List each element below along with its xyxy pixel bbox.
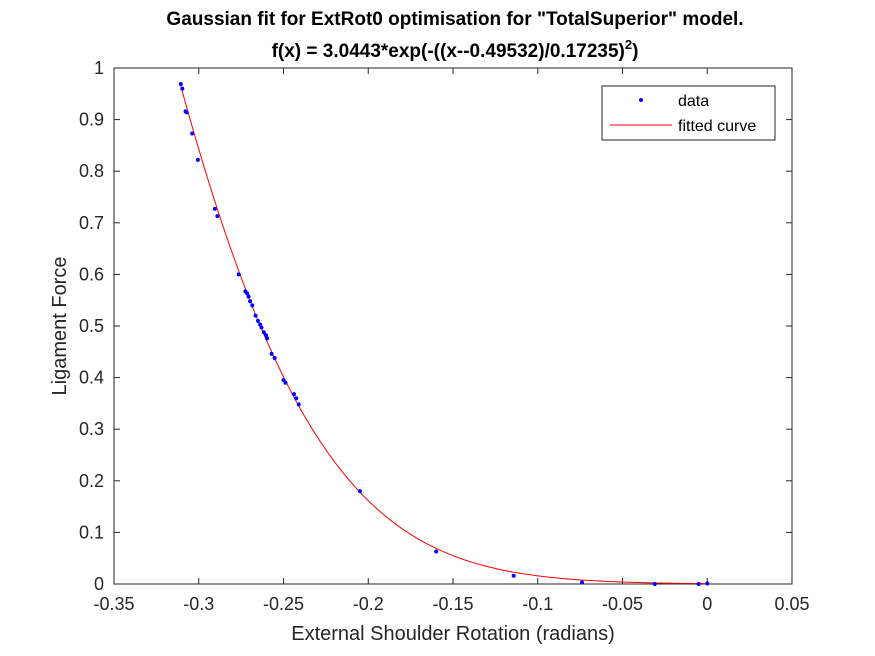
data-point [212,206,217,211]
data-point [255,318,260,323]
data-point [357,489,362,494]
plot-area [113,67,793,585]
data-point [283,380,288,385]
data-point [236,272,241,277]
data-point [696,582,701,586]
data-point [253,313,258,318]
y-tick-label: 0.3 [79,419,104,439]
legend-fit-label: fitted curve [678,118,756,135]
y-tick-label: 0.5 [79,316,104,336]
y-tick-label: 0.2 [79,471,104,491]
data-point [246,294,251,299]
x-tick-label: -0.05 [602,594,643,614]
subtitle-suffix: ) [632,41,638,62]
data-point [296,402,301,407]
y-tick-label: 1 [94,58,104,78]
legend-box [601,85,776,141]
data-point [434,549,439,554]
data-point [250,303,255,308]
data-point [269,351,274,356]
y-tick-label: 0 [94,574,104,594]
data-point [248,299,253,304]
data-point [264,333,269,338]
data-point [261,330,266,335]
x-tick-label: -0.1 [522,594,553,614]
data-markers [178,82,710,586]
x-tick-label: -0.35 [93,594,134,614]
y-tick-label: 0.1 [79,522,104,542]
x-tick-label: -0.25 [263,594,304,614]
x-tick-label: -0.3 [183,594,214,614]
data-point [272,355,277,360]
data-point [579,580,584,585]
chart-subtitle: f(x) = 3.0443*exp(-((x--0.49532)/0.17235… [272,37,639,62]
x-tick-labels: -0.35 -0.3 -0.25 -0.2 -0.15 -0.1 -0.05 0 0.05 [93,594,809,614]
data-point [180,86,185,91]
data-point [258,322,263,327]
data-point [184,110,189,115]
x-tick-label: 0.05 [774,594,809,614]
subtitle-prefix: f(x) = 3.0443*exp(-((x--0.49532)/0.17235… [272,41,625,62]
data-point [652,582,657,586]
data-point [265,336,270,341]
x-tick-label: -0.15 [432,594,473,614]
legend-data-marker [639,98,643,102]
x-tick-label: -0.2 [353,594,384,614]
y-tick-label: 0.6 [79,264,104,284]
data-point [292,392,297,397]
data-point [190,131,195,136]
data-point [215,214,220,219]
y-tick-label: 0.7 [79,213,104,233]
legend-data-label: data [678,93,709,110]
data-point [511,573,516,578]
y-tick-label: 0.8 [79,161,104,181]
data-point [294,396,299,401]
y-tick-label: 0.9 [79,110,104,130]
data-point [178,82,183,86]
x-axis-label: External Shoulder Rotation (radians) [291,623,615,645]
x-tick-label: 0 [702,594,712,614]
y-tick-label: 0.4 [79,368,104,388]
subtitle-superscript: 2 [625,37,632,52]
axis-ticks [113,67,793,585]
data-point [195,157,200,162]
chart-title: Gaussian fit for ExtRot0 optimisation fo… [166,9,743,30]
fitted-curve-line [180,85,708,585]
legend: data fitted curve [601,85,776,141]
y-axis-label: Ligament Force [49,257,71,396]
data-point [245,291,250,296]
y-tick-labels: 0 0.1 0.2 0.3 0.4 0.5 0.6 0.7 0.8 0.9 1 [79,58,104,594]
data-point [259,325,264,330]
data-point [705,581,710,586]
